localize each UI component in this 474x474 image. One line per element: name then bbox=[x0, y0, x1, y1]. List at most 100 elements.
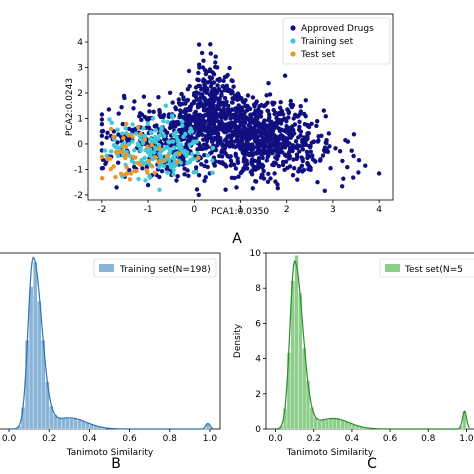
scatter-point bbox=[208, 51, 213, 56]
scatter-point bbox=[290, 173, 296, 178]
scatter-point bbox=[226, 103, 231, 109]
scatter-point bbox=[176, 142, 181, 147]
hist-bar bbox=[344, 421, 349, 430]
scatter-point bbox=[217, 78, 222, 83]
scatter-point bbox=[144, 116, 150, 122]
scatter-point bbox=[213, 107, 218, 113]
scatter-point bbox=[255, 149, 260, 154]
scatter-point bbox=[290, 124, 295, 129]
scatter-point bbox=[341, 176, 346, 181]
scatter-point bbox=[252, 117, 257, 122]
hist-training-legend: Training set(N=198) bbox=[93, 258, 217, 278]
scatter-point bbox=[99, 112, 105, 117]
scatter-point bbox=[123, 155, 128, 161]
scatter-point bbox=[278, 121, 284, 126]
hist-x-tick-label: 0.4 bbox=[345, 434, 360, 444]
scatter-point bbox=[235, 160, 241, 165]
scatter-point bbox=[204, 138, 210, 144]
scatter-point bbox=[114, 185, 119, 190]
scatter-point bbox=[248, 169, 253, 175]
scatter-point bbox=[161, 158, 166, 164]
scatter-point bbox=[113, 144, 118, 150]
scatter-point bbox=[157, 133, 162, 138]
scatter-point bbox=[182, 172, 187, 177]
scatter-x-tick-label: 0 bbox=[191, 205, 197, 215]
scatter-point bbox=[223, 151, 228, 156]
hist-x-tick-label: 0.6 bbox=[383, 434, 398, 444]
scatter-point bbox=[285, 107, 290, 112]
scatter-point bbox=[182, 145, 188, 150]
hist-bar bbox=[332, 418, 337, 430]
scatter-point bbox=[135, 160, 140, 166]
scatter-point bbox=[175, 138, 180, 143]
scatter-point bbox=[194, 139, 199, 144]
scatter-point bbox=[165, 119, 170, 125]
scatter-point bbox=[135, 124, 141, 130]
scatter-point bbox=[328, 166, 333, 171]
scatter-point bbox=[323, 114, 328, 119]
scatter-point bbox=[236, 174, 241, 179]
scatter-point bbox=[144, 168, 149, 173]
scatter-point bbox=[126, 126, 132, 131]
hist-x-tick-label: 0.2 bbox=[307, 434, 321, 444]
scatter-point bbox=[130, 139, 135, 144]
scatter-point bbox=[214, 117, 219, 122]
scatter-point bbox=[186, 68, 192, 74]
scatter-x-tick-label: 1 bbox=[238, 205, 244, 215]
scatter-x-tick-label: -2 bbox=[97, 205, 106, 215]
scatter-y-tick-label: -2 bbox=[74, 191, 83, 201]
scatter-point bbox=[356, 170, 361, 175]
scatter-point bbox=[184, 153, 189, 159]
hist-bar bbox=[305, 380, 311, 430]
scatter-point bbox=[142, 137, 148, 142]
scatter-point bbox=[183, 101, 188, 106]
scatter-point bbox=[188, 157, 193, 163]
scatter-point bbox=[197, 112, 202, 118]
scatter-point bbox=[161, 164, 167, 169]
scatter-point bbox=[156, 136, 161, 141]
scatter-point bbox=[267, 136, 273, 141]
scatter-point bbox=[226, 141, 231, 146]
scatter-point bbox=[194, 165, 199, 170]
legend-label-approved: Approved Drugs bbox=[301, 24, 374, 34]
scatter-point bbox=[255, 120, 260, 126]
scatter-point bbox=[253, 101, 259, 106]
scatter-point bbox=[245, 166, 250, 171]
hist-y-tick-label: 2 bbox=[255, 390, 261, 400]
scatter-point bbox=[204, 108, 210, 113]
hist-x-tick-label: 0.8 bbox=[421, 434, 436, 444]
scatter-point bbox=[340, 184, 345, 189]
scatter-point bbox=[100, 128, 106, 134]
scatter-point bbox=[219, 154, 225, 159]
scatter-point bbox=[206, 122, 211, 127]
scatter-point bbox=[187, 120, 192, 126]
scatter-point bbox=[213, 60, 218, 65]
scatter-point bbox=[222, 138, 228, 143]
hist-x-tick-label: 0.4 bbox=[82, 434, 97, 444]
scatter-point bbox=[224, 99, 229, 105]
panel-label-c: C bbox=[367, 456, 377, 472]
scatter-point bbox=[203, 134, 209, 139]
scatter-point bbox=[240, 108, 245, 113]
scatter-point bbox=[210, 103, 216, 108]
scatter-point bbox=[202, 97, 208, 103]
scatter-point bbox=[293, 139, 299, 144]
scatter-point bbox=[138, 147, 143, 152]
scatter-point bbox=[171, 163, 176, 168]
scatter-point bbox=[222, 162, 228, 167]
scatter-point bbox=[258, 111, 263, 116]
scatter-point bbox=[261, 124, 266, 129]
scatter-point bbox=[179, 109, 184, 115]
scatter-point bbox=[261, 176, 267, 181]
scatter-point bbox=[315, 139, 321, 144]
scatter-point bbox=[147, 109, 152, 114]
scatter-point bbox=[240, 137, 245, 142]
scatter-point bbox=[123, 144, 128, 149]
scatter-point bbox=[227, 65, 232, 71]
scatter-point bbox=[260, 155, 265, 161]
scatter-point bbox=[248, 125, 253, 130]
scatter-y-tick-label: 2 bbox=[77, 89, 83, 99]
scatter-point bbox=[230, 107, 236, 112]
scatter-point bbox=[267, 92, 273, 97]
scatter-point bbox=[268, 121, 273, 126]
